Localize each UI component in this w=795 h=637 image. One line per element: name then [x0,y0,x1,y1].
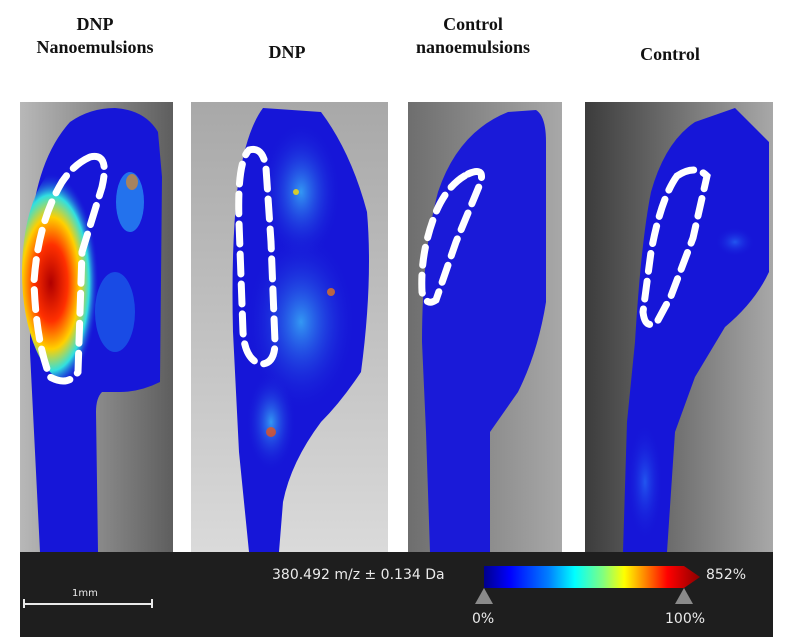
legend-bar: 1mm 380.492 m/z ± 0.134 Da 852% 0% 100% [20,552,773,637]
title-line: DNP [268,42,306,62]
panel-title-dnp: DNP [232,41,342,64]
mz-label: 380.492 m/z ± 0.134 Da [272,567,445,583]
max-marker-label: 100% [665,611,706,627]
scale-bar-left-tick [23,599,25,608]
title-line-2: nanoemulsions [415,37,531,57]
title-line-1: DNP [76,14,114,34]
min-marker-handle[interactable] [475,588,493,604]
min-marker-label: 0% [472,611,495,627]
ion-image-control-nanoemulsions [408,102,562,552]
colorbar [484,566,700,588]
scale-bar-label: 1mm [72,588,98,599]
scale-bar-right-tick [151,599,153,608]
panel-title-control: Control [610,43,730,66]
colorbar-max-label: 852% [706,567,747,583]
title-line: Control [640,44,700,64]
ion-image-control [585,102,773,552]
scale-bar [24,603,152,605]
title-line-1: Control [443,14,503,34]
panel-title-control-nanoemulsions: Control nanoemulsions [398,13,548,59]
title-line-2: Nanoemulsions [36,37,154,57]
max-marker-handle[interactable] [675,588,693,604]
panel-title-dnp-nanoemulsions: DNP Nanoemulsions [20,13,170,59]
ion-image-dnp [191,102,388,552]
ion-image-dnp-nanoemulsions [20,102,173,552]
